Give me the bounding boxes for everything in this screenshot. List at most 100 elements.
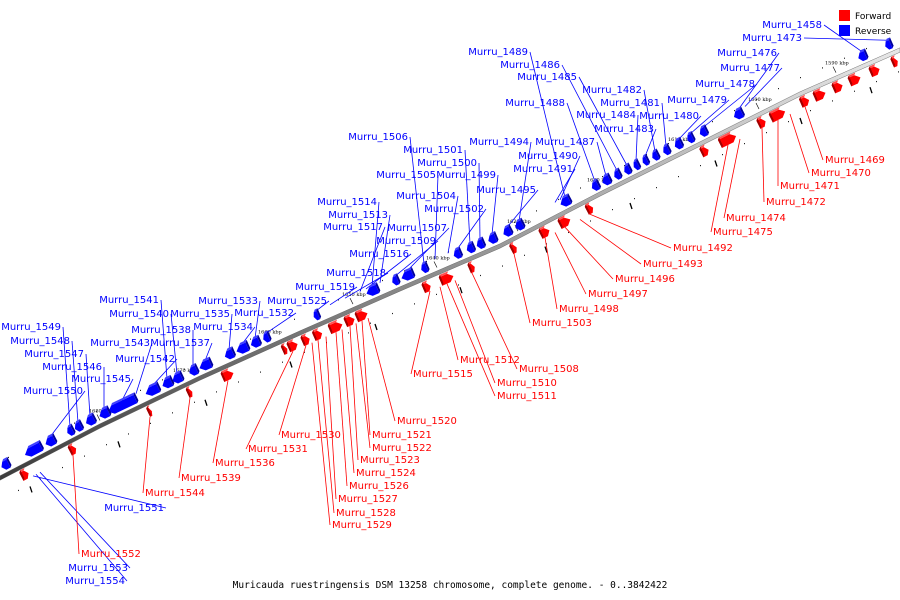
- forward-gene-arrow: [799, 94, 810, 108]
- gene-label: Murru_1495: [476, 185, 536, 196]
- reverse-gene-arrow: [733, 106, 745, 120]
- scale-tick-label: 1590 kbp: [825, 61, 849, 67]
- leader-line: [228, 313, 233, 350]
- forward-gene-arrow: [717, 131, 737, 149]
- gene-label: Murru_1539: [181, 473, 241, 484]
- reverse-gene-arrow: [476, 236, 487, 250]
- gene-label: Murru_1502: [424, 204, 484, 215]
- forward-gene-arrow: [538, 225, 550, 239]
- gene-label: Murru_1478: [695, 79, 755, 90]
- reverse-gene-arrow: [74, 419, 85, 432]
- reverse-gene-arrow: [858, 48, 869, 62]
- reverse-gene-arrow: [591, 178, 602, 191]
- leader-line: [737, 52, 780, 111]
- minor-mark: [700, 165, 701, 167]
- gene-label: Murru_1542: [115, 354, 175, 365]
- minor-mark: [84, 455, 85, 457]
- leader-line: [142, 416, 151, 494]
- forward-gene-arrow: [699, 144, 709, 158]
- minor-mark: [250, 338, 251, 340]
- gene-label: Murru_1507: [387, 223, 447, 234]
- legend-reverse-label: Reverse: [855, 27, 892, 37]
- leader-line: [803, 37, 889, 41]
- leader-line: [491, 174, 499, 235]
- reverse-gene-arrow: [313, 308, 322, 321]
- minor-mark: [799, 117, 803, 125]
- leader-line: [361, 320, 371, 436]
- gene-label: Murru_1543: [90, 338, 150, 349]
- forward-gene-arrow: [343, 313, 355, 328]
- gene-label: Murru_1549: [1, 322, 61, 333]
- forward-gene-arrow: [300, 333, 310, 347]
- map-caption: Muricauda ruestringensis DSM 13258 chrom…: [233, 580, 668, 591]
- minor-mark: [216, 391, 217, 393]
- gene-label: Murru_1515: [413, 369, 473, 380]
- minor-mark: [282, 361, 283, 363]
- leader-line: [589, 213, 672, 249]
- minor-mark: [480, 274, 481, 277]
- gene-label: Murru_1506: [348, 132, 408, 143]
- gene-label: Murru_1528: [336, 508, 396, 519]
- reverse-gene-arrow: [488, 231, 499, 244]
- gene-label: Murru_1540: [109, 309, 169, 320]
- reverse-gene-arrow: [614, 167, 623, 180]
- leader-line: [62, 326, 71, 427]
- leader-line: [365, 253, 412, 290]
- reverse-gene-arrow: [236, 339, 251, 354]
- minor-mark: [788, 121, 789, 123]
- minor-mark: [612, 209, 613, 211]
- minor-mark: [656, 187, 657, 189]
- minor-mark: [374, 323, 378, 331]
- gene-label: Murru_1536: [215, 458, 275, 469]
- gene-label: Murru_1534: [193, 322, 253, 333]
- gene-label: Murru_1517: [323, 222, 383, 233]
- gene-label: Murru_1470: [811, 168, 871, 179]
- gene-label: Murru_1552: [81, 549, 141, 560]
- reverse-gene-arrow: [25, 439, 44, 457]
- minor-mark: [458, 284, 459, 286]
- gene-label: Murru_1499: [436, 170, 496, 181]
- gene-label: Murru_1471: [780, 181, 840, 192]
- forward-gene-arrow: [220, 368, 234, 382]
- minor-mark: [712, 121, 713, 123]
- gene-label: Murru_1504: [396, 191, 456, 202]
- leader-line: [518, 141, 532, 222]
- leader-line: [121, 378, 134, 401]
- minor-mark: [590, 220, 591, 222]
- leader-line: [464, 149, 471, 244]
- minor-mark: [150, 422, 151, 424]
- leader-line: [329, 286, 358, 306]
- gene-label: Murru_1474: [726, 213, 786, 224]
- leader-line: [315, 300, 330, 312]
- leader-line: [49, 390, 86, 438]
- leader-line: [35, 474, 128, 582]
- forward-gene-arrow: [584, 202, 594, 215]
- minor-mark: [29, 486, 33, 493]
- leader-line: [325, 336, 337, 500]
- leader-line: [789, 113, 810, 174]
- gene-label: Murru_1492: [673, 243, 733, 254]
- minor-mark: [304, 351, 305, 353]
- leader-line: [677, 115, 702, 141]
- gene-label: Murru_1487: [535, 137, 595, 148]
- reverse-gene-arrow: [189, 362, 200, 376]
- gene-label: Murru_1490: [518, 151, 578, 162]
- gene-label: Murru_1521: [372, 430, 432, 441]
- minor-mark: [734, 110, 735, 112]
- minor-mark: [96, 411, 97, 413]
- minor-mark: [744, 143, 745, 145]
- reverse-gene-arrow: [45, 433, 58, 447]
- leader-line: [723, 138, 741, 219]
- reverse-gene-arrow: [172, 370, 185, 384]
- minor-mark: [106, 444, 107, 446]
- minor-mark: [722, 154, 723, 156]
- minor-mark: [832, 100, 833, 102]
- minor-mark: [602, 176, 603, 178]
- reverse-gene-arrow: [642, 153, 651, 166]
- leader-line: [371, 201, 380, 287]
- gene-label: Murru_1483: [594, 124, 654, 135]
- legend-reverse-swatch: [839, 25, 850, 36]
- chromosome-backbone: [0, 47, 900, 481]
- minor-mark: [866, 47, 867, 50]
- minor-mark: [426, 260, 427, 263]
